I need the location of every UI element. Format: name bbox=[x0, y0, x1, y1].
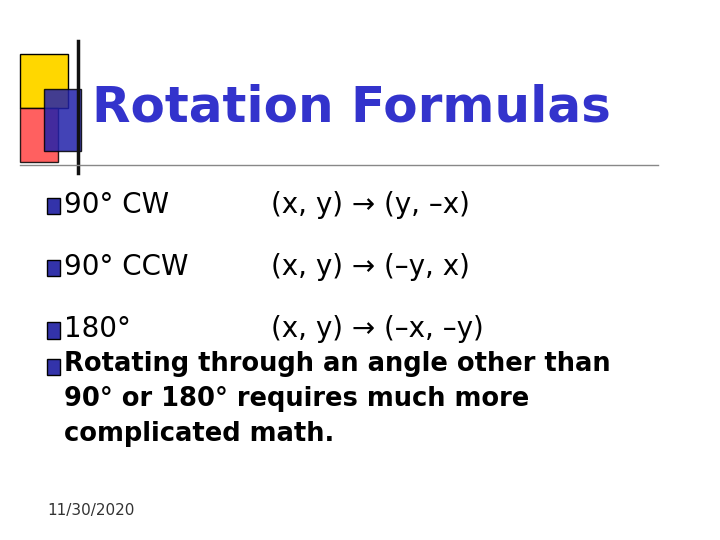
Text: Rotating through an angle other than
90° or 180° requires much more
complicated : Rotating through an angle other than 90°… bbox=[65, 351, 611, 447]
FancyBboxPatch shape bbox=[48, 198, 60, 214]
Text: (x, y) → (y, –x): (x, y) → (y, –x) bbox=[271, 191, 470, 219]
Text: (x, y) → (–x, –y): (x, y) → (–x, –y) bbox=[271, 315, 484, 343]
Text: 180°: 180° bbox=[65, 315, 131, 343]
FancyBboxPatch shape bbox=[20, 54, 68, 108]
Text: 90° CCW: 90° CCW bbox=[65, 253, 189, 281]
FancyBboxPatch shape bbox=[20, 108, 58, 162]
FancyBboxPatch shape bbox=[48, 359, 60, 375]
FancyBboxPatch shape bbox=[48, 322, 60, 339]
FancyBboxPatch shape bbox=[48, 260, 60, 276]
Text: 11/30/2020: 11/30/2020 bbox=[48, 503, 135, 518]
FancyBboxPatch shape bbox=[44, 89, 81, 151]
Text: (x, y) → (–y, x): (x, y) → (–y, x) bbox=[271, 253, 470, 281]
Text: Rotation Formulas: Rotation Formulas bbox=[91, 84, 611, 132]
Text: 90° CW: 90° CW bbox=[65, 191, 170, 219]
